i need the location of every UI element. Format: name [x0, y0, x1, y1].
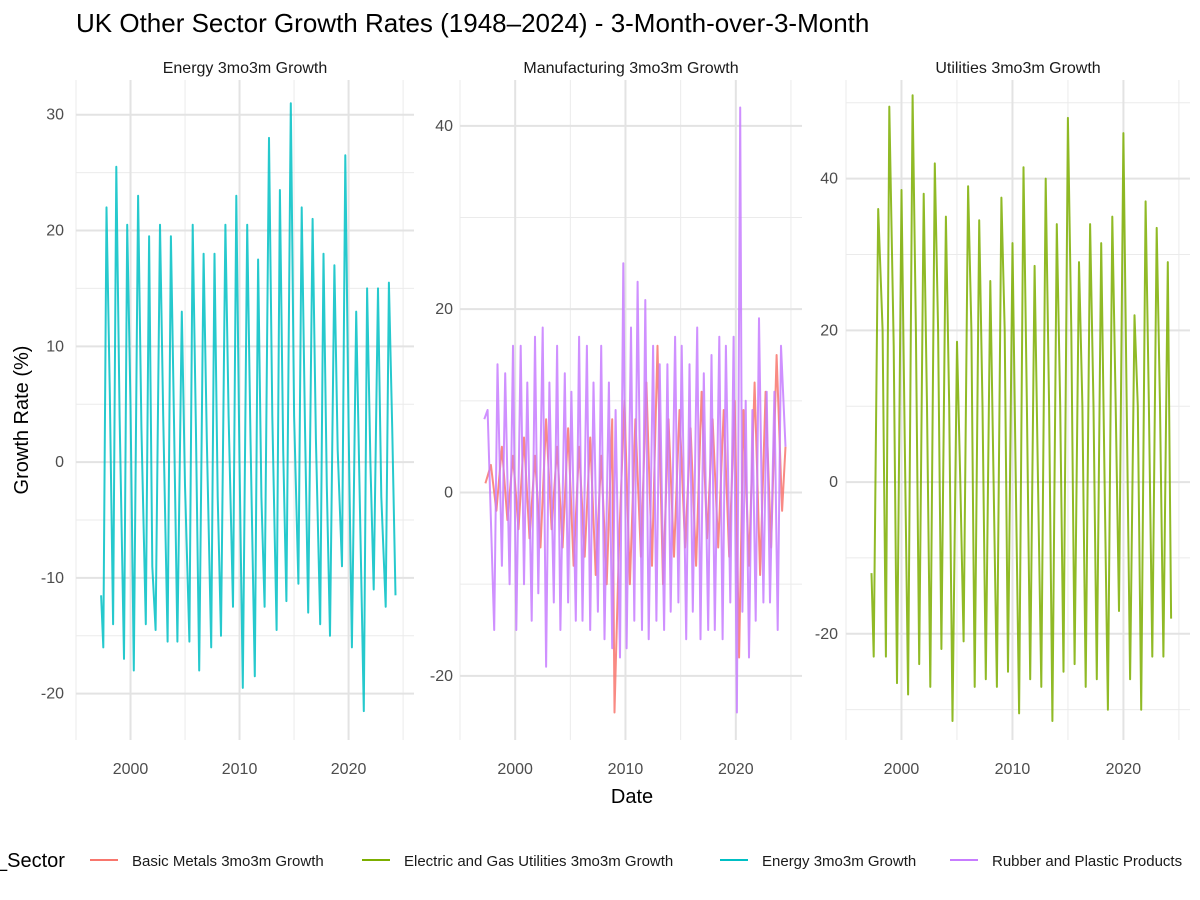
- x-tick-label: 2010: [222, 761, 258, 778]
- legend-item: Electric and Gas Utilities 3mo3m Growth: [362, 853, 673, 870]
- panel-title: Manufacturing 3mo3m Growth: [523, 60, 738, 77]
- x-tick-label: 2000: [497, 761, 533, 778]
- legend-item: Energy 3mo3m Growth: [720, 853, 916, 870]
- legend-label: Electric and Gas Utilities 3mo3m Growth: [404, 853, 673, 870]
- legend-label: Rubber and Plastic Products: [992, 853, 1182, 870]
- x-tick-label: 2020: [331, 761, 367, 778]
- y-tick-label: 20: [46, 223, 64, 240]
- y-tick-label: 0: [55, 454, 64, 471]
- x-tick-label: 2000: [113, 761, 149, 778]
- y-tick-label: -20: [815, 626, 838, 643]
- y-axis-title: Growth Rate (%): [11, 346, 33, 495]
- chart-title: UK Other Sector Growth Rates (1948–2024)…: [76, 8, 869, 38]
- legend-item: Basic Metals 3mo3m Growth: [90, 853, 324, 870]
- series-line: [100, 102, 397, 713]
- y-tick-label: 20: [435, 301, 453, 318]
- series-line: [483, 106, 787, 714]
- x-axis-title: Date: [611, 786, 653, 808]
- y-tick-label: 10: [46, 338, 64, 355]
- y-tick-label: 20: [820, 322, 838, 339]
- legend-label: Energy 3mo3m Growth: [762, 853, 916, 870]
- legend: _Sector Basic Metals 3mo3m Growth Electri…: [0, 850, 1182, 872]
- legend-item: Rubber and Plastic Products: [950, 853, 1182, 870]
- x-tick-label: 2020: [1106, 761, 1142, 778]
- panel-3: Utilities 3mo3m Growth -20 0 20 40 2000 2010 20…: [815, 60, 1190, 778]
- x-tick-label: 2010: [608, 761, 644, 778]
- panel-1: Energy 3mo3m Growth -20 -10 0 10 20 30 2000 2010…: [41, 60, 414, 778]
- panel-2: Manufacturing 3mo3m Growth -20 0 20 40 2000 20…: [430, 60, 802, 778]
- legend-label: Basic Metals 3mo3m Growth: [132, 853, 324, 870]
- legend-title: _Sector: [0, 850, 65, 872]
- y-tick-label: -10: [41, 570, 64, 587]
- y-tick-label: 40: [820, 171, 838, 188]
- y-tick-label: -20: [41, 686, 64, 703]
- series-line: [870, 94, 1173, 722]
- x-tick-label: 2020: [718, 761, 754, 778]
- y-tick-label: 0: [444, 485, 453, 502]
- y-tick-label: 30: [46, 107, 64, 124]
- y-tick-label: 40: [435, 118, 453, 135]
- x-tick-label: 2000: [884, 761, 920, 778]
- y-tick-label: 0: [829, 474, 838, 491]
- y-tick-label: -20: [430, 668, 453, 685]
- panel-title: Utilities 3mo3m Growth: [935, 60, 1100, 77]
- x-tick-label: 2010: [995, 761, 1031, 778]
- panel-title: Energy 3mo3m Growth: [163, 60, 328, 77]
